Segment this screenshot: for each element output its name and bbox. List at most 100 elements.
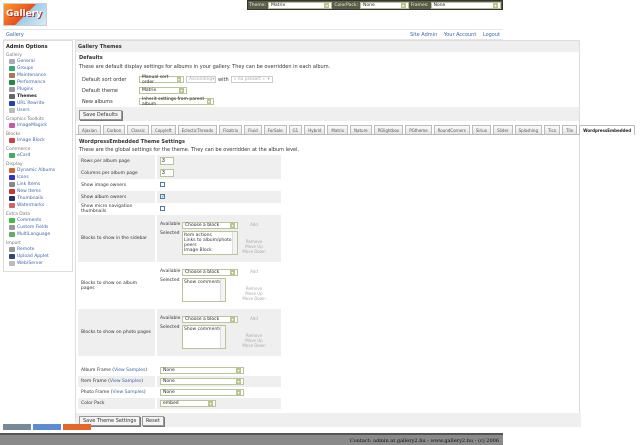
gallery2-badge[interactable]	[63, 424, 91, 430]
photo-available-select[interactable]: Choose a block ▾	[182, 316, 238, 323]
sidebar-item-watermarks[interactable]: Watermarks	[6, 202, 70, 209]
tab-g1[interactable]: G1	[288, 125, 303, 134]
theme-select[interactable]: Matrix ▾	[268, 1, 333, 9]
firefox-badge[interactable]	[33, 424, 61, 430]
sidebar-item-plugins[interactable]: Plugins	[6, 86, 70, 93]
tab-siriux[interactable]: Siriux	[471, 125, 492, 134]
gallery-logo[interactable]: Gallery	[3, 3, 47, 26]
sidebar-item-icons[interactable]: Icons	[6, 174, 70, 181]
sidebar-remove-button[interactable]: Remove	[245, 239, 263, 244]
sidebar-item-label: Link Items	[17, 182, 41, 187]
sidebar-item-icon	[9, 108, 15, 113]
sidebar-item-link-items[interactable]: Link Items	[6, 181, 70, 188]
img-owners-checkbox[interactable]	[160, 181, 165, 187]
item-frame-label: Item Frame	[81, 379, 107, 384]
tab-tico[interactable]: Tico	[544, 125, 561, 134]
sidebar-item-general[interactable]: General	[6, 58, 70, 65]
frames-select[interactable]: None ▾	[430, 1, 502, 9]
tab-copyleft[interactable]: Copyleft	[151, 125, 176, 134]
tab-fluid[interactable]: Fluid	[244, 125, 262, 134]
sidebar-item-label: Upload Applet	[17, 254, 49, 259]
tab-floatrix[interactable]: Floatrix	[219, 125, 243, 134]
album-remove-button[interactable]: Remove	[245, 286, 263, 291]
breadcrumb-gallery[interactable]: Gallery	[6, 31, 24, 38]
sidebar-item-maintenance[interactable]: Maintenance	[6, 72, 70, 79]
sidebar-item-new-items[interactable]: New Items	[6, 188, 70, 195]
sort-order-select[interactable]: Manual sort order ▾	[139, 75, 184, 85]
tab-nature[interactable]: Nature	[350, 125, 372, 134]
sidebar-available-select[interactable]: Choose a block ▾	[182, 222, 238, 229]
album-frame-samples-link[interactable]: View Samples	[114, 368, 146, 373]
item-frame-samples-link[interactable]: View Samples	[109, 379, 142, 384]
item-frame-select[interactable]: None ▾	[160, 378, 244, 385]
sidebar-selected-list[interactable]: Item actions Links to album/photo peers …	[182, 231, 238, 255]
tab-splashing[interactable]: Splashing	[514, 125, 543, 134]
photo-frame-samples-link[interactable]: View Samples	[112, 390, 144, 395]
tab-wordpressembedded[interactable]: WordpressEmbedded	[579, 125, 636, 135]
sidebar-move-up-button[interactable]: Move Up	[245, 244, 263, 249]
photo-add-button[interactable]: Add	[250, 316, 258, 321]
album-available-select[interactable]: Choose a block ▾	[182, 269, 238, 276]
colorpack-select[interactable]: None ▾	[360, 1, 409, 9]
sidebar-item-groups[interactable]: Groups	[6, 65, 70, 72]
sidebar-item-dynamic-albums[interactable]: Dynamic Albums	[6, 167, 70, 174]
tab-hybrid[interactable]: Hybrid	[304, 125, 326, 134]
tab-tile[interactable]: Tile	[562, 125, 578, 134]
album-add-button[interactable]: Add	[250, 269, 258, 274]
sidebar-item-upload-applet[interactable]: Upload Applet	[6, 253, 70, 260]
sidebar-item-url-rewrite[interactable]: URL Rewrite	[6, 100, 70, 107]
logout-link[interactable]: Logout	[482, 31, 500, 38]
sidebar-item-ecard[interactable]: eCard	[6, 152, 70, 159]
sidebar-item-multilanguage[interactable]: MultiLanguage	[6, 231, 70, 238]
xhtml-badge[interactable]	[3, 424, 31, 430]
sidebar-item-comments[interactable]: Comments	[6, 217, 70, 224]
photo-move-up-button[interactable]: Move Up	[245, 338, 263, 343]
tab-classic[interactable]: Classic	[127, 125, 150, 134]
photo-frame-select[interactable]: None ▾	[160, 389, 244, 396]
tab-pgtheme[interactable]: PGtheme	[405, 125, 432, 134]
chevron-down-icon: ▾	[230, 270, 235, 275]
sidebar-add-button[interactable]: Add	[250, 222, 258, 227]
presort-select[interactable]: « no presort » ▾	[230, 76, 273, 83]
sidebar-item-remote[interactable]: Remote	[6, 246, 70, 253]
cols-input[interactable]	[160, 169, 174, 177]
new-albums-select[interactable]: Inherit settings from parent album ▾	[139, 97, 214, 107]
sidebar-item-themes[interactable]: Themes	[6, 93, 70, 100]
site-admin-link[interactable]: Site Admin	[410, 31, 438, 38]
tab-ajaxian[interactable]: Ajaxian	[78, 125, 101, 134]
photo-move-down-button[interactable]: Move Down	[242, 343, 266, 348]
micro-nav-checkbox[interactable]	[160, 205, 165, 211]
sidebar-item-image-block[interactable]: Image Block	[6, 137, 70, 144]
sidebar-item-thumbnails[interactable]: Thumbnails	[6, 195, 70, 202]
tab-roundcorners[interactable]: RoundCorners	[433, 125, 470, 134]
sidebar-item-performance[interactable]: Performance	[6, 79, 70, 86]
sidebar-item-users[interactable]: Users	[6, 107, 70, 114]
tab-carbon[interactable]: Carbon	[102, 125, 126, 134]
tab-eclecticthreads[interactable]: EclecticThreads	[177, 125, 218, 134]
reset-button[interactable]: Reset	[141, 416, 164, 426]
save-defaults-button[interactable]: Save Defaults	[79, 110, 122, 120]
photo-selected-list[interactable]: Show comments	[182, 325, 226, 349]
colorpack-setting-select[interactable]: embed ▾	[160, 400, 216, 407]
album-frame-select[interactable]: None ▾	[160, 367, 244, 374]
album-move-down-button[interactable]: Move Down	[242, 296, 266, 301]
chevron-down-icon: ▾	[400, 2, 406, 8]
default-theme-select[interactable]: Matrix ▾	[139, 87, 187, 94]
your-account-link[interactable]: Your Account	[443, 31, 477, 38]
sidebar-item-label: Web/Server	[17, 261, 44, 266]
tab-pglightbox[interactable]: PGlightbox	[373, 125, 404, 134]
footer: Contact: admin at gallery2.hu - www.gall…	[0, 433, 503, 445]
alb-owners-checkbox[interactable]: ✓	[160, 194, 166, 200]
tab-forsale[interactable]: ForSale	[263, 125, 287, 134]
tab-slider[interactable]: Slider	[493, 125, 513, 134]
album-selected-list[interactable]: Show comments	[182, 278, 226, 302]
sidebar-item-custom-fields[interactable]: Custom Fields	[6, 224, 70, 231]
tab-matrix[interactable]: Matrix	[327, 125, 349, 134]
album-move-up-button[interactable]: Move Up	[245, 291, 263, 296]
rows-input[interactable]	[160, 157, 174, 165]
sidebar-item-imagemagick[interactable]: ImageMagick	[6, 122, 70, 129]
sort-direction-select[interactable]: Ascending ▾	[186, 76, 216, 83]
sidebar-move-down-button[interactable]: Move Down	[242, 249, 266, 254]
photo-remove-button[interactable]: Remove	[245, 333, 263, 338]
sidebar-item-web-server[interactable]: Web/Server	[6, 260, 70, 267]
